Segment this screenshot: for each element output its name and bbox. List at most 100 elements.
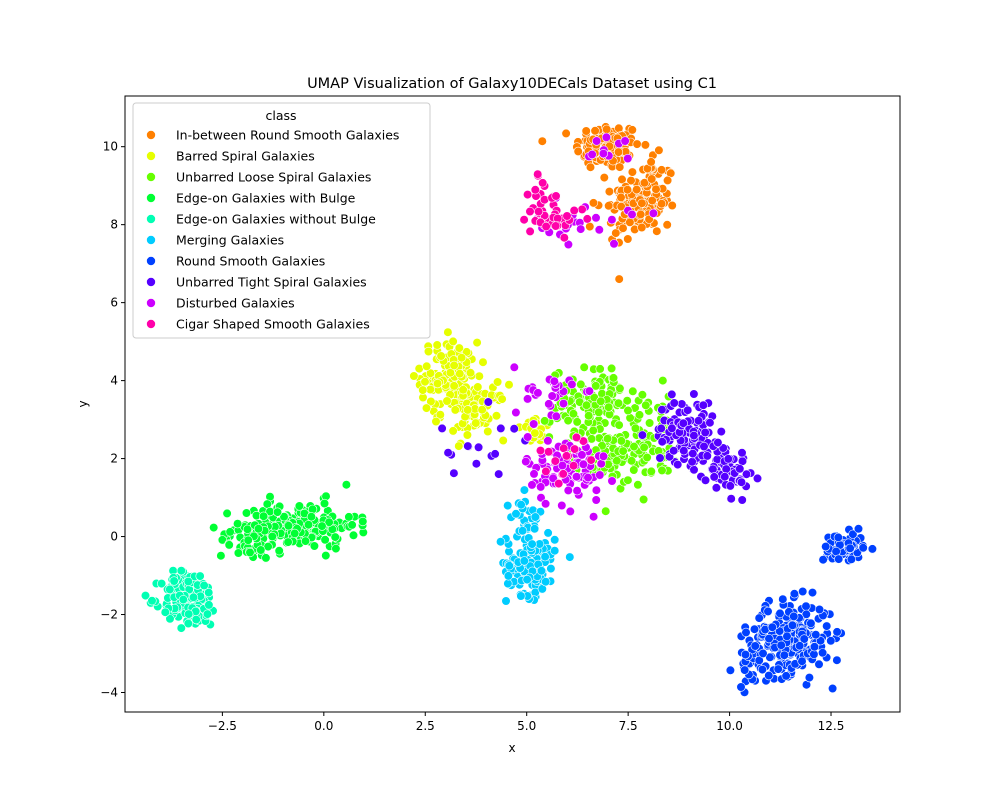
data-point bbox=[530, 512, 540, 522]
data-point bbox=[590, 126, 600, 136]
legend-label: Edge-on Galaxies without Bulge bbox=[176, 212, 376, 227]
data-point bbox=[583, 473, 593, 483]
data-point bbox=[656, 165, 667, 175]
data-point bbox=[309, 541, 320, 551]
data-point bbox=[740, 665, 750, 675]
data-point bbox=[639, 178, 650, 188]
data-point bbox=[591, 136, 602, 146]
data-point bbox=[801, 601, 811, 611]
legend-frame bbox=[132, 102, 431, 339]
data-point bbox=[594, 407, 604, 417]
data-point bbox=[259, 511, 269, 521]
data-point bbox=[474, 371, 484, 381]
data-point bbox=[544, 399, 554, 409]
data-point bbox=[463, 405, 473, 415]
data-point bbox=[647, 174, 657, 184]
data-point bbox=[588, 425, 598, 436]
data-point bbox=[595, 364, 605, 374]
legend-marker bbox=[146, 130, 156, 140]
data-point bbox=[241, 508, 252, 518]
data-point bbox=[448, 426, 458, 436]
data-point bbox=[504, 380, 514, 390]
data-point bbox=[497, 394, 507, 404]
data-point bbox=[503, 571, 514, 581]
data-point bbox=[449, 468, 459, 478]
data-point bbox=[348, 530, 359, 540]
data-point bbox=[547, 391, 557, 401]
data-point bbox=[699, 441, 709, 452]
data-point bbox=[815, 636, 826, 646]
x-tick-label: 5.0 bbox=[517, 719, 536, 733]
data-point bbox=[607, 476, 617, 486]
data-point bbox=[433, 379, 443, 389]
data-point bbox=[425, 368, 436, 378]
legend-marker bbox=[146, 151, 156, 161]
data-point bbox=[519, 556, 529, 566]
data-point bbox=[216, 551, 226, 561]
data-point bbox=[678, 418, 688, 428]
data-point bbox=[591, 381, 601, 391]
data-point bbox=[563, 239, 574, 250]
data-point bbox=[233, 519, 243, 529]
data-point bbox=[604, 201, 614, 211]
data-point bbox=[448, 336, 458, 347]
y-tick-label: 10 bbox=[103, 140, 118, 154]
data-point bbox=[449, 381, 459, 391]
data-point bbox=[294, 501, 305, 511]
data-point bbox=[764, 633, 774, 644]
data-point bbox=[569, 205, 579, 216]
data-point bbox=[540, 552, 550, 562]
data-point bbox=[290, 528, 300, 539]
data-point bbox=[558, 399, 569, 409]
data-point bbox=[651, 184, 661, 194]
data-point bbox=[834, 554, 844, 564]
x-tick-label: 2.5 bbox=[416, 719, 435, 733]
data-point bbox=[636, 209, 646, 219]
data-point bbox=[737, 495, 747, 505]
data-point bbox=[599, 173, 609, 183]
data-point bbox=[669, 446, 679, 456]
legend-title: class bbox=[265, 108, 296, 123]
data-point bbox=[523, 432, 533, 442]
data-point bbox=[801, 609, 811, 619]
data-point bbox=[614, 274, 624, 284]
x-tick-label: 0.0 bbox=[314, 719, 333, 733]
data-point bbox=[576, 379, 586, 390]
data-point bbox=[557, 500, 567, 511]
data-point bbox=[483, 426, 493, 437]
data-point bbox=[576, 224, 586, 234]
data-point bbox=[184, 609, 194, 619]
data-point bbox=[472, 338, 482, 348]
data-point bbox=[558, 469, 568, 479]
data-point bbox=[638, 494, 649, 505]
data-point bbox=[321, 550, 331, 561]
data-point bbox=[629, 442, 639, 452]
data-point bbox=[581, 400, 592, 410]
data-point bbox=[637, 430, 648, 440]
data-point bbox=[629, 465, 639, 475]
data-point bbox=[178, 594, 188, 605]
data-point bbox=[658, 376, 668, 386]
data-point bbox=[563, 416, 573, 426]
data-point bbox=[165, 614, 175, 624]
data-point bbox=[521, 457, 531, 467]
data-point bbox=[147, 596, 157, 606]
data-point bbox=[614, 123, 624, 133]
data-point bbox=[533, 207, 544, 217]
data-point bbox=[591, 495, 601, 505]
data-point bbox=[543, 528, 553, 538]
data-point bbox=[737, 456, 748, 466]
data-point bbox=[669, 398, 679, 408]
data-point bbox=[606, 363, 617, 374]
legend-label: Unbarred Tight Spiral Galaxies bbox=[176, 275, 367, 290]
data-point bbox=[736, 477, 747, 487]
data-point bbox=[550, 456, 560, 466]
data-point bbox=[773, 664, 783, 674]
data-point bbox=[831, 546, 841, 557]
data-point bbox=[607, 215, 617, 225]
data-point bbox=[582, 214, 592, 224]
data-point bbox=[522, 394, 533, 404]
data-point bbox=[845, 543, 855, 553]
data-point bbox=[491, 411, 502, 421]
data-point bbox=[204, 600, 214, 610]
